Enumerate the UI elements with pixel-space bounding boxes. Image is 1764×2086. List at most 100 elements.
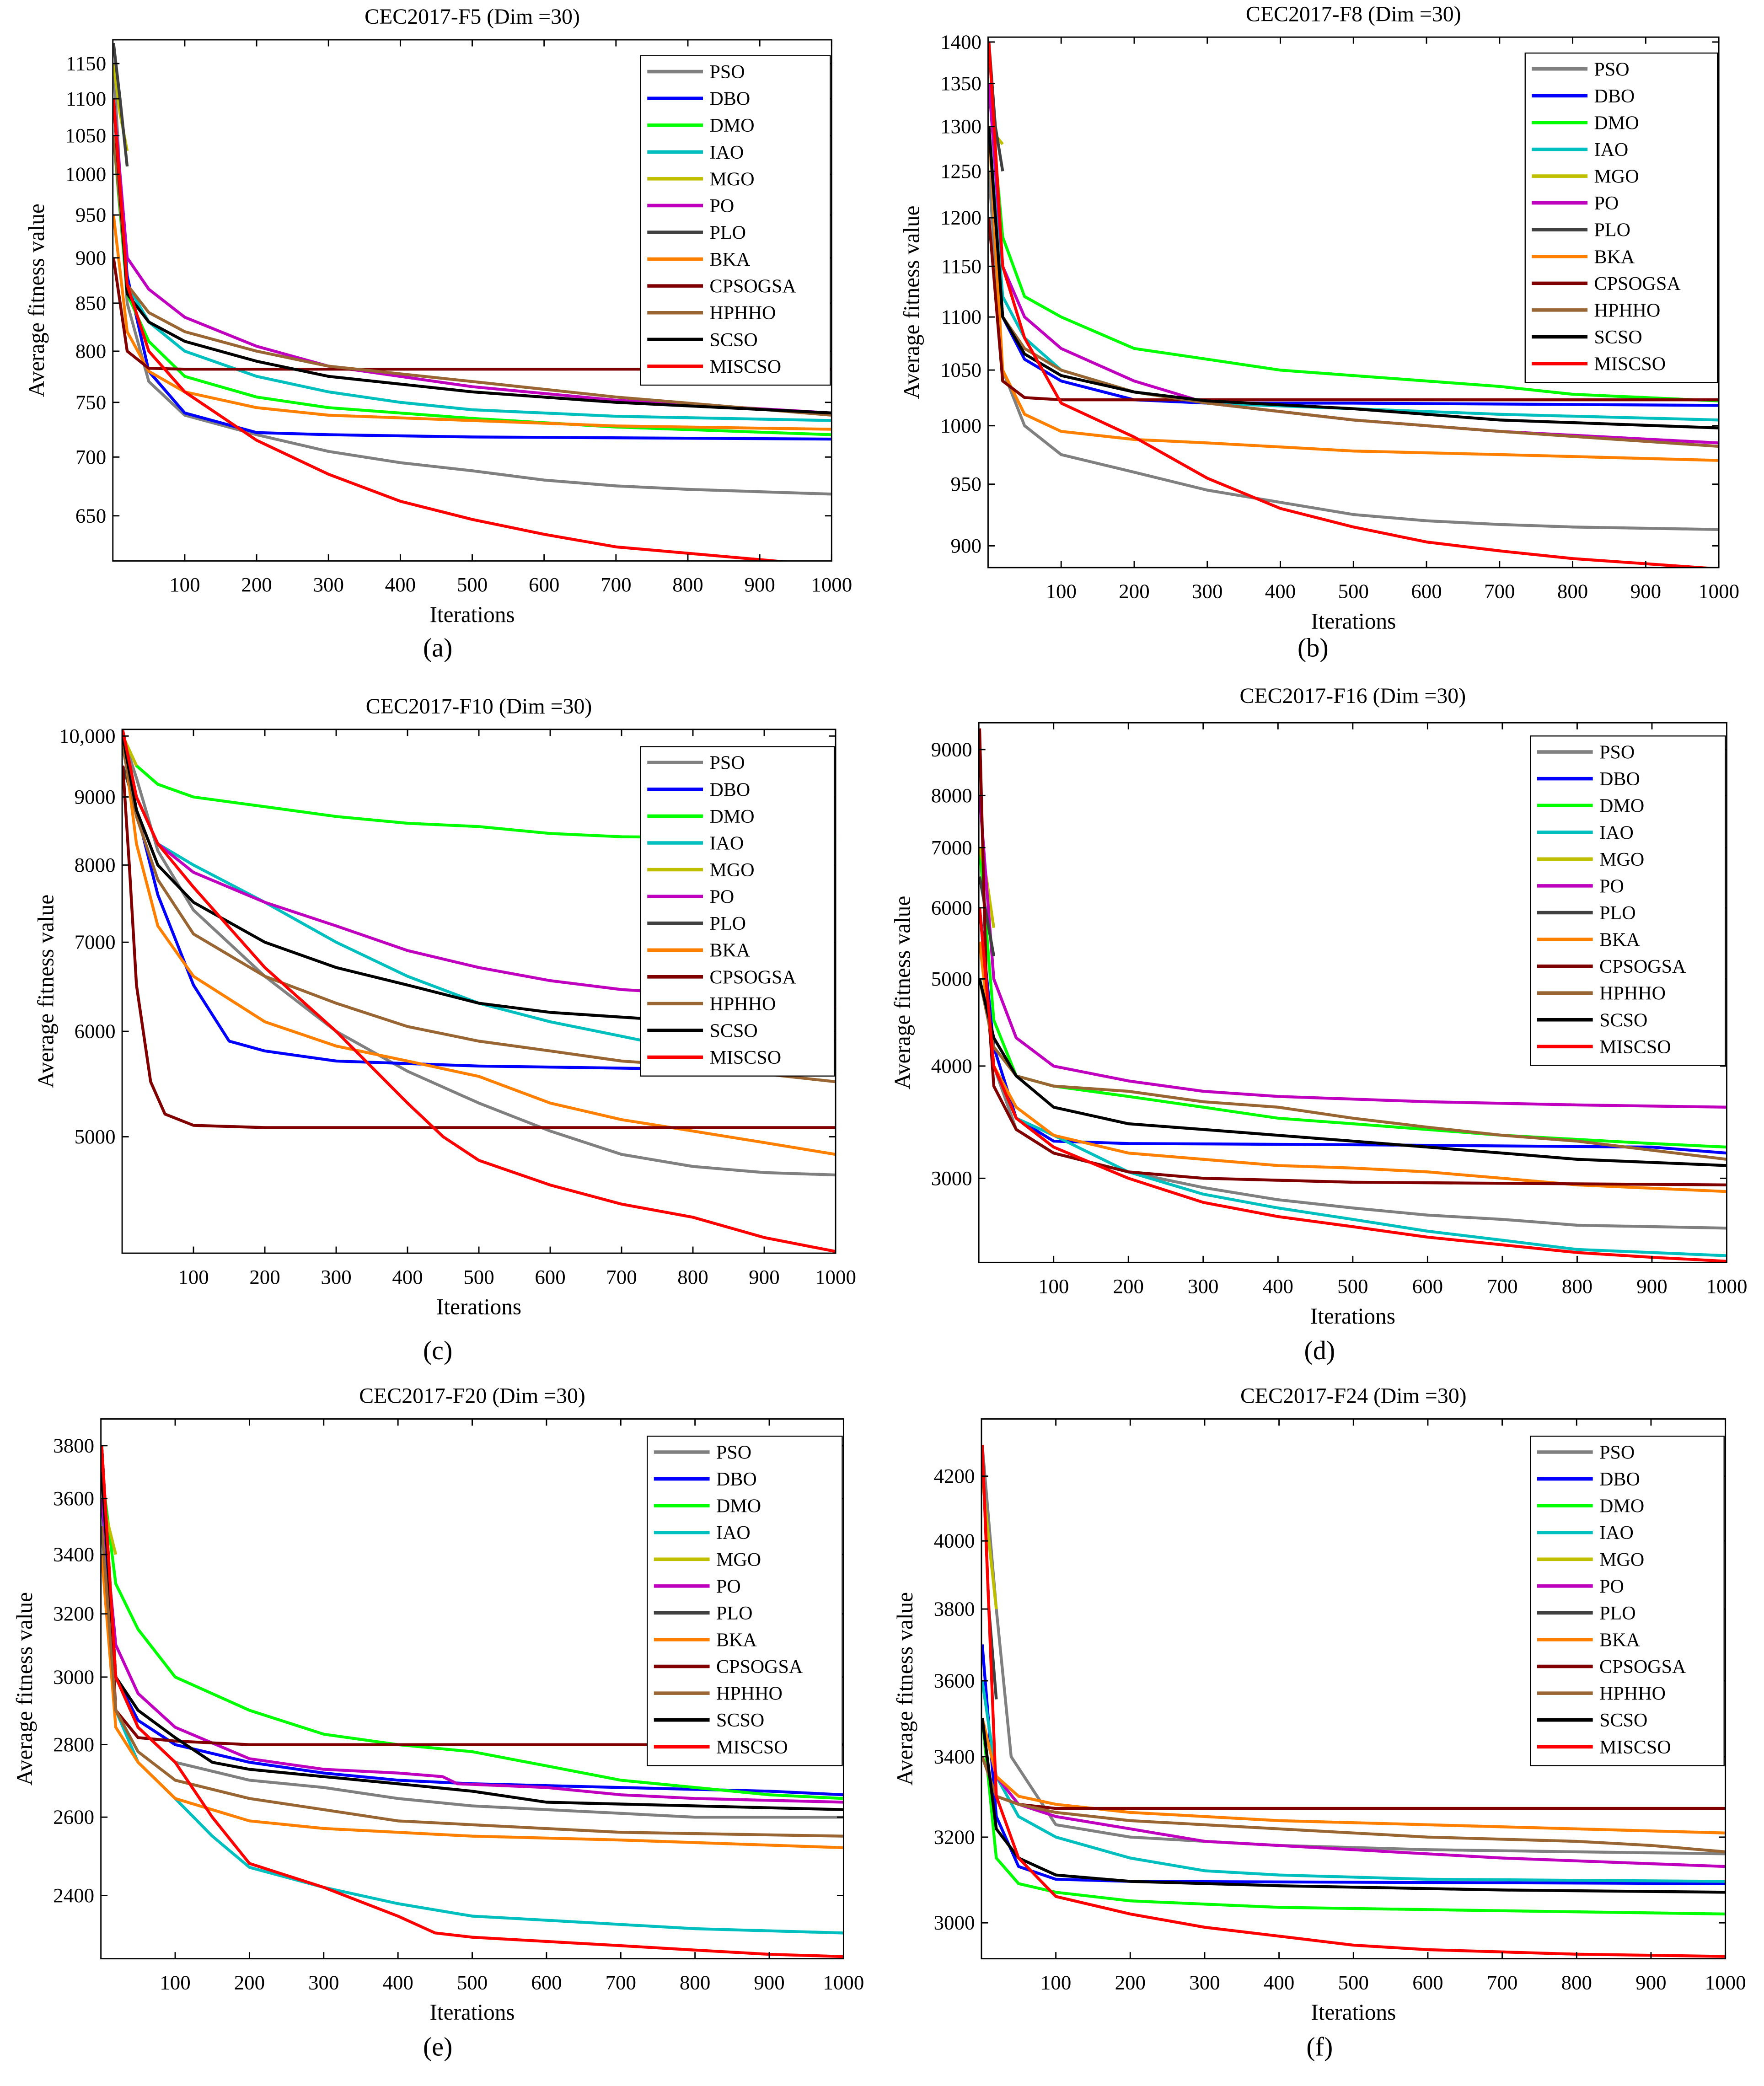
legend-entry: MGO: [710, 860, 755, 881]
y-tick-label: 1400: [940, 30, 981, 53]
y-tick-label: 650: [75, 504, 106, 527]
legend-entry: MISCSO: [1599, 1737, 1671, 1758]
series-line-hphho: [101, 1526, 844, 1838]
panel-label: (b): [1298, 633, 1329, 662]
x-tick-label: 500: [1338, 1971, 1369, 1994]
y-tick-label: 7000: [931, 836, 972, 859]
legend-entry: BKA: [710, 249, 751, 270]
x-axis-label: Iterations: [436, 1294, 521, 1319]
legend-entry: BKA: [716, 1630, 757, 1651]
y-axis-label: Average fitness value: [890, 896, 915, 1089]
x-tick-label: 100: [178, 1266, 209, 1288]
legend-entry: MISCSO: [1594, 354, 1666, 375]
x-tick-label: 200: [241, 573, 272, 596]
legend-entry: MISCSO: [1599, 1037, 1671, 1058]
legend-entry: BKA: [1599, 930, 1640, 951]
y-tick-label: 700: [75, 445, 106, 468]
y-axis-label: Average fitness value: [892, 1592, 917, 1786]
series-line-scso: [122, 735, 836, 1043]
x-tick-label: 800: [672, 573, 703, 596]
legend-entry: PSO: [1599, 742, 1635, 763]
x-tick-label: 1000: [1706, 1275, 1748, 1298]
y-tick-label: 900: [75, 246, 106, 269]
x-axis-label: Iterations: [429, 2000, 515, 2025]
series-line-scso: [988, 126, 1719, 429]
x-tick-label: 300: [1192, 580, 1222, 603]
y-tick-label: 1200: [940, 206, 981, 229]
legend-box: [640, 55, 831, 386]
series-line-scso: [101, 1471, 844, 1811]
x-tick-label: 1000: [1705, 1971, 1746, 1994]
legend: PSO DBO DMO IAO MGO PO PLO BKA CPSOGSA HPHHO SCSO M…: [640, 746, 835, 1077]
x-tick-label: 300: [313, 573, 344, 596]
x-tick-label: 500: [457, 573, 488, 596]
legend-entry: PSO: [710, 62, 745, 83]
y-tick-label: 1050: [940, 359, 981, 381]
x-tick-label: 900: [744, 573, 775, 596]
y-tick-label: 2800: [53, 1733, 94, 1756]
x-tick-label: 700: [1487, 1275, 1517, 1298]
legend-entry: PO: [1599, 1576, 1624, 1597]
legend: PSO DBO DMO IAO MGO PO PLO BKA CPSOGSA HPHHO SCSO M…: [1530, 1436, 1725, 1766]
chart-title: CEC2017-F5 (Dim =30): [365, 5, 580, 29]
legend-entry: DBO: [710, 89, 751, 110]
x-tick-label: 600: [531, 1971, 562, 1994]
legend-entry: PLO: [1594, 220, 1630, 241]
x-tick-label: 400: [1264, 1971, 1294, 1994]
legend-entry: DBO: [1594, 86, 1635, 107]
y-tick-label: 8000: [75, 853, 116, 876]
x-tick-label: 400: [385, 573, 416, 596]
legend-box: [640, 746, 835, 1077]
legend-entry: MGO: [1599, 849, 1644, 870]
y-tick-label: 2600: [53, 1806, 94, 1829]
y-tick-label: 3800: [934, 1598, 975, 1620]
series-line-bka: [101, 1554, 844, 1850]
legend-entry: DBO: [1599, 1469, 1640, 1490]
legend-entry: CPSOGSA: [710, 276, 797, 297]
y-axis-label: Average fitness value: [899, 205, 924, 399]
series-line-bka: [113, 214, 832, 431]
legend-entry: DBO: [710, 779, 751, 800]
y-tick-label: 1300: [940, 115, 981, 138]
legend-entry: PO: [1594, 193, 1619, 214]
y-tick-label: 1150: [66, 52, 106, 75]
legend-entry: SCSO: [1599, 1010, 1647, 1031]
y-tick-label: 4200: [934, 1464, 975, 1487]
legend-entry: IAO: [1599, 822, 1634, 843]
x-tick-label: 600: [529, 573, 559, 596]
y-tick-label: 850: [75, 291, 106, 314]
legend-entry: CPSOGSA: [1599, 1657, 1686, 1678]
x-tick-label: 600: [1412, 1275, 1443, 1298]
legend-entry: MGO: [1599, 1550, 1644, 1571]
series-line-cpsogsa: [988, 217, 1719, 402]
legend-entry: IAO: [716, 1523, 751, 1544]
y-tick-label: 3000: [931, 1167, 972, 1190]
panel-label: (c): [423, 1335, 452, 1365]
legend-entry: CPSOGSA: [1599, 956, 1686, 977]
y-tick-label: 3000: [934, 1911, 975, 1934]
y-tick-label: 1100: [941, 306, 981, 328]
subplot-e: 100 200 300 400 500 600 700 800 900 1000 2400 2600 2…: [12, 1384, 864, 2062]
x-tick-label: 1000: [815, 1266, 856, 1288]
legend-entry: PO: [1599, 876, 1624, 897]
legend-entry: DMO: [1594, 113, 1639, 134]
legend-entry: CPSOGSA: [716, 1657, 803, 1678]
legend-entry: HPHHO: [1599, 983, 1666, 1004]
y-tick-label: 1000: [65, 163, 106, 186]
legend-entry: HPHHO: [710, 994, 776, 1015]
x-tick-label: 900: [1635, 1971, 1666, 1994]
legend-entry: PSO: [716, 1443, 751, 1464]
series-line-miscso: [101, 1445, 844, 1958]
legend-box: [1524, 52, 1718, 383]
x-tick-label: 100: [160, 1971, 190, 1994]
x-tick-label: 200: [1115, 1971, 1146, 1994]
series-line-plo: [979, 876, 996, 957]
legend-entry: HPHHO: [710, 303, 776, 324]
y-tick-label: 3400: [934, 1745, 975, 1768]
x-tick-label: 500: [1337, 1275, 1368, 1298]
series-line-plo: [113, 43, 129, 167]
legend-entry: DMO: [1599, 1496, 1644, 1517]
x-tick-label: 700: [601, 573, 631, 596]
x-tick-label: 200: [1119, 580, 1149, 603]
legend: PSO DBO DMO IAO MGO PO PLO BKA CPSOGSA HPHHO SCSO M…: [640, 55, 831, 386]
